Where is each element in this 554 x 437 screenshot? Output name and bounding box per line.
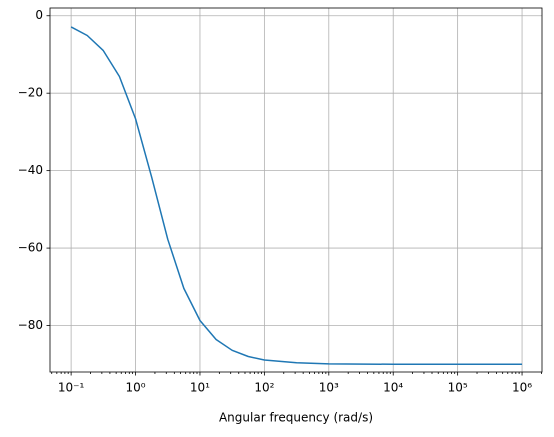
y-tick-label: 0: [35, 8, 43, 22]
y-tick-label: −60: [18, 241, 43, 255]
x-tick-label: 10⁶: [512, 381, 532, 395]
x-tick-label: 10⁰: [125, 381, 145, 395]
y-tick-label: −40: [18, 163, 43, 177]
x-tick-label: 10²: [254, 381, 274, 395]
x-axis-label: Angular frequency (rad/s): [219, 411, 373, 425]
y-tick-label: −20: [18, 86, 43, 100]
x-tick-label: 10¹: [190, 381, 210, 395]
x-tick-label: 10³: [319, 381, 339, 395]
axes-frame: [49, 7, 543, 373]
x-tick-label: 10⁵: [448, 381, 468, 395]
line-series: [70, 26, 523, 366]
x-tick-label: 10⁻¹: [58, 381, 85, 395]
y-tick-label: −80: [18, 318, 43, 332]
x-tick-label: 10⁴: [383, 381, 403, 395]
plot-area: [50, 8, 542, 372]
